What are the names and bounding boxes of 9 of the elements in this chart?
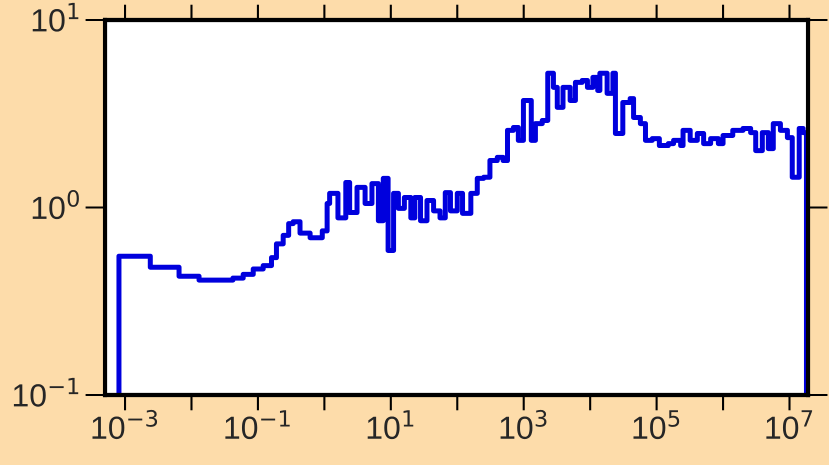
- x-tick-label: 10$^{3}$: [500, 410, 546, 440]
- x-tick-label: 10$^{−1}$: [225, 410, 290, 440]
- x-tick-label: 10$^{5}$: [633, 410, 680, 440]
- x-tick-label: 10$^{−3}$: [92, 410, 158, 440]
- y-tick-label: 10$^{1}$: [32, 2, 78, 32]
- x-tick-label: 10$^{7}$: [766, 410, 812, 440]
- x-tick-label: 10$^{1}$: [368, 410, 414, 440]
- y-tick-label: 10$^{0}$: [32, 190, 79, 220]
- y-tick-label: 10$^{−1}$: [14, 378, 78, 407]
